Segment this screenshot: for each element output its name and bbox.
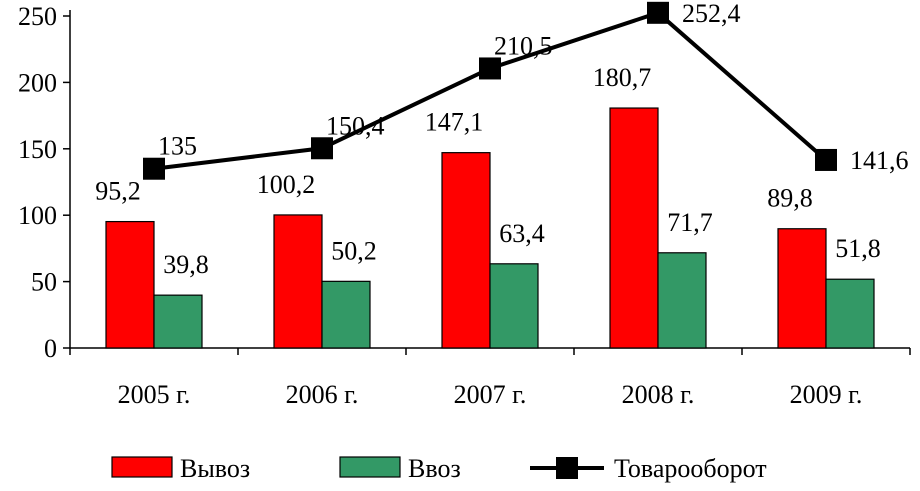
bar-vyvoz	[777, 228, 827, 349]
data-label-vyvoz: 180,7	[593, 63, 652, 92]
legend: Вывоз Ввоз Товарооборот	[111, 454, 767, 483]
x-category-label: 2007 г.	[454, 380, 527, 409]
bar-vyvoz	[105, 220, 155, 349]
y-tick-label: 0	[44, 334, 57, 363]
legend-label: Ввоз	[408, 454, 461, 483]
bar-vyvoz	[273, 214, 323, 349]
data-label-vvoz: 63,4	[499, 219, 545, 248]
line-marker	[815, 148, 837, 171]
data-label-tovarooborot: 141,6	[850, 146, 909, 175]
data-label-vyvoz: 89,8	[767, 184, 813, 213]
x-category-label: 2008 г.	[622, 380, 695, 409]
line-marker	[647, 1, 669, 24]
y-tick-label: 50	[31, 268, 57, 297]
bar-vvoz	[489, 263, 539, 349]
line-series	[143, 1, 837, 180]
data-label-tovarooborot: 150,4	[326, 111, 385, 140]
bar-vvoz	[153, 294, 203, 349]
axes: 0 50 100 150 200 250 2005 г. 2006 г. 2007 г. 2008…	[18, 2, 911, 409]
line-marker	[311, 137, 333, 160]
legend-swatch	[339, 456, 401, 478]
x-category-label: 2006 г.	[286, 380, 359, 409]
line-marker	[143, 157, 165, 180]
y-tick-label: 150	[18, 135, 57, 164]
bar-vyvoz	[609, 107, 659, 349]
bar-vvoz	[825, 278, 875, 349]
y-tick-label: 100	[18, 201, 57, 230]
x-category-label: 2005 г.	[118, 380, 191, 409]
data-label-tovarooborot: 210,5	[494, 31, 553, 60]
legend-swatch	[111, 456, 173, 478]
bars	[105, 107, 875, 349]
data-labels: 95,2 100,2 147,1 180,7 89,8 39,8 50,2 63,4 71,7 5…	[95, 0, 908, 279]
x-category-label: 2009 г.	[790, 380, 863, 409]
bar-vvoz	[321, 280, 371, 349]
data-label-vvoz: 71,7	[667, 208, 713, 237]
data-label-vyvoz: 95,2	[95, 177, 141, 206]
bar-vyvoz	[441, 152, 491, 349]
legend-label: Товарооборот	[614, 454, 767, 483]
legend-label: Вывоз	[180, 454, 250, 483]
data-label-tovarooborot: 135	[158, 132, 197, 161]
data-label-vvoz: 39,8	[163, 250, 209, 279]
data-label-vvoz: 51,8	[835, 234, 881, 263]
line-marker	[479, 57, 501, 80]
data-label-tovarooborot: 252,4	[682, 0, 741, 28]
y-tick-label: 200	[18, 68, 57, 97]
line-tovarooborot	[153, 10, 828, 171]
data-label-vyvoz: 147,1	[425, 108, 484, 137]
legend-marker	[556, 457, 578, 479]
y-tick-label: 250	[18, 2, 57, 31]
data-label-vvoz: 50,2	[331, 236, 377, 265]
bar-vvoz	[657, 252, 707, 349]
data-label-vyvoz: 100,2	[257, 170, 316, 199]
